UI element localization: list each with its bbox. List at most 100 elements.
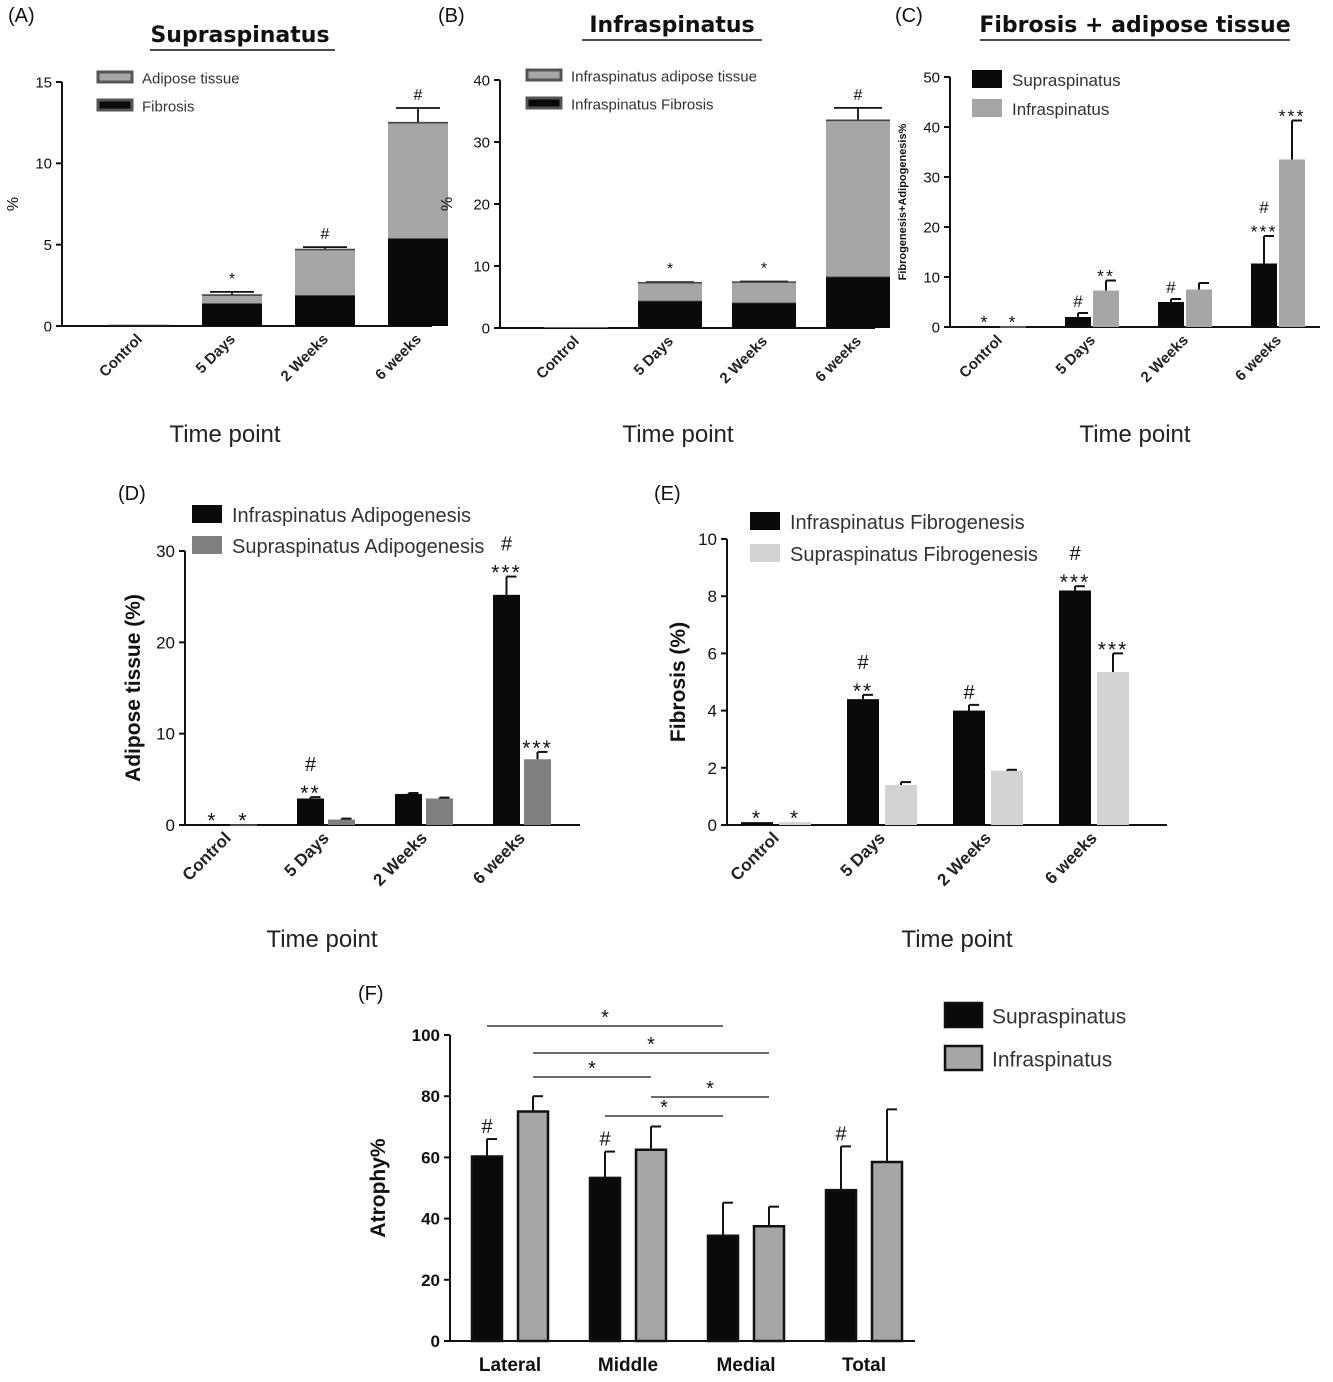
bar — [544, 327, 608, 328]
significance-marker: # — [1073, 292, 1083, 311]
bar — [388, 122, 448, 239]
y-tick-label: 10 — [35, 156, 52, 173]
x-tick-label: Lateral — [479, 1355, 541, 1376]
bar — [426, 798, 453, 825]
bracket-label: * — [588, 1058, 596, 1080]
y-tick-label: 20 — [923, 219, 940, 236]
x-tick-label: Control — [179, 828, 235, 884]
bar — [634, 1148, 668, 1343]
significance-marker: # — [1259, 198, 1269, 217]
significance-marker: # — [481, 1116, 493, 1138]
y-tick-label: 20 — [473, 196, 490, 213]
x-tick-label: 2 Weeks — [369, 828, 430, 889]
legend-swatch — [972, 99, 1002, 117]
y-tick-label: 0 — [166, 816, 175, 835]
significance-marker: * — [238, 810, 248, 833]
bar — [295, 295, 355, 326]
legend-label: Infraspinatus Fibrosis — [571, 96, 714, 113]
bar — [779, 822, 811, 825]
bar — [953, 710, 985, 825]
bar — [388, 238, 448, 326]
x-axis-label: Time point — [622, 421, 733, 448]
significance-marker: * — [761, 261, 767, 278]
x-tick-label: 2 Weeks — [933, 828, 994, 889]
panel-label: (D) — [118, 483, 146, 505]
bar — [741, 822, 773, 825]
x-tick-label: 2 Weeks — [1138, 332, 1192, 386]
legend-label: Supraspinatus — [992, 1005, 1126, 1028]
y-tick-label: 40 — [473, 72, 490, 89]
x-tick-label: 5 Days — [281, 828, 333, 880]
x-tick-label: Middle — [598, 1355, 658, 1376]
legend-swatch — [972, 70, 1002, 88]
significance-marker: # — [1166, 278, 1176, 297]
x-tick-label: 6 weeks — [812, 333, 865, 386]
panel-label: (F) — [358, 983, 384, 1005]
x-axis-label: Time point — [1079, 421, 1190, 448]
bar — [752, 1225, 786, 1343]
bar — [516, 1110, 550, 1343]
y-tick-label: 80 — [421, 1087, 440, 1106]
y-tick-label: 10 — [923, 269, 940, 286]
y-axis-label: Fibrogenesis+Adipogenesis% — [897, 123, 909, 280]
bracket-label: * — [647, 1034, 655, 1056]
bar — [395, 793, 422, 825]
chart-title: Supraspinatus — [150, 23, 329, 48]
x-tick-label: Control — [727, 828, 783, 884]
legend-label: Supraspinatus — [1012, 71, 1121, 90]
legend-label: Supraspinatus Adipogenesis — [232, 536, 484, 558]
y-axis-label: Fibrosis (%) — [667, 622, 690, 742]
bar — [826, 120, 890, 277]
bar — [230, 824, 257, 826]
significance-marker: # — [599, 1129, 611, 1151]
x-axis-label: Time point — [169, 421, 280, 448]
y-tick-label: 50 — [923, 69, 940, 86]
bar — [524, 759, 551, 825]
legend-label: Infraspinatus — [1012, 100, 1109, 119]
bar — [732, 302, 796, 328]
bar — [470, 1155, 504, 1343]
y-tick-label: 0 — [44, 318, 52, 335]
y-axis-label: Atrophy% — [367, 1138, 390, 1237]
significance-marker: * — [667, 261, 673, 278]
bar — [297, 798, 324, 825]
bracket-label: * — [706, 1078, 714, 1100]
bar — [202, 303, 262, 326]
bar — [1186, 289, 1212, 327]
legend-swatch — [750, 512, 780, 530]
legend-label: Fibrosis — [142, 98, 195, 115]
significance-marker: *** — [1098, 638, 1129, 661]
x-tick-label: 5 Days — [1053, 332, 1099, 378]
y-tick-label: 0 — [431, 1332, 440, 1351]
bar — [1251, 263, 1277, 327]
y-tick-label: 20 — [156, 633, 175, 652]
significance-marker: * — [790, 807, 800, 830]
x-axis-label: Time point — [901, 926, 1012, 953]
bar — [638, 300, 702, 328]
significance-marker: ** — [1097, 266, 1115, 286]
bar — [544, 327, 608, 329]
y-tick-label: 8 — [708, 587, 717, 606]
panel-label: (E) — [654, 483, 681, 505]
x-tick-label: 5 Days — [193, 331, 239, 377]
legend-swatch — [525, 96, 563, 110]
significance-marker: # — [305, 754, 317, 776]
legend-label: Infraspinatus adipose tissue — [571, 68, 757, 85]
panel-b: (B) Infraspinatus 0 10 20 30 40% Time point Cont… — [438, 5, 890, 448]
significance-marker: *** — [522, 737, 553, 760]
bracket-label: * — [660, 1097, 668, 1119]
legend-swatch — [96, 98, 134, 112]
significance-marker: * — [981, 312, 990, 332]
y-tick-label: 10 — [156, 725, 175, 744]
bar — [824, 1188, 858, 1343]
y-tick-label: 20 — [421, 1271, 440, 1290]
bar — [1093, 290, 1119, 327]
y-tick-label: 30 — [473, 134, 490, 151]
bar — [109, 325, 169, 326]
y-axis-label: % — [5, 197, 22, 211]
bar — [847, 699, 879, 825]
y-axis-label: Adipose tissue (%) — [122, 594, 145, 782]
significance-marker: # — [963, 682, 975, 704]
y-tick-label: 0 — [708, 816, 717, 835]
